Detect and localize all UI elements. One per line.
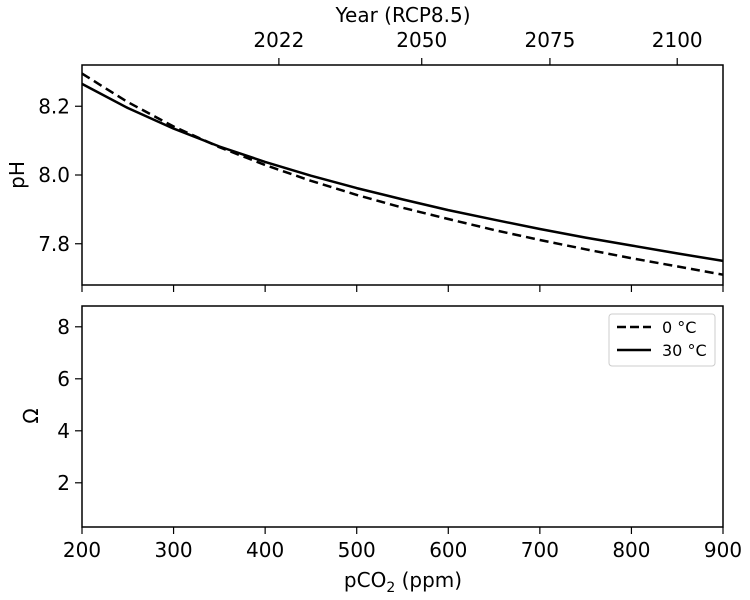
omega-x-axis-ticks: 200 300 400 500 600 700 800 900 [63,527,742,562]
legend: 0 °C 30 °C [608,313,716,367]
legend-label-0c: 0 °C [662,318,696,337]
x-tick-label-200: 200 [63,538,101,562]
top-x-tick-label-2050: 2050 [396,28,447,52]
x-tick-label-400: 400 [246,538,284,562]
omega-y-tick-label-0: 2 [57,471,70,495]
omega-plot-frame [81,305,724,528]
ph-panel: pH 7.8 8.0 8.2 [5,64,724,292]
top-x-tick-label-2100: 2100 [652,28,703,52]
x-tick-label-800: 800 [612,538,650,562]
x-tick-label-600: 600 [429,538,467,562]
ph-y-tick-label-2: 8.2 [38,94,70,118]
x-tick-label-500: 500 [338,538,376,562]
top-x-tick-label-2022: 2022 [253,28,304,52]
omega-y-tick-label-2: 6 [57,367,70,391]
top-x-tick-label-2075: 2075 [524,28,575,52]
omega-y-tick-label-3: 8 [57,315,70,339]
ph-y-axis-title: pH [5,161,29,189]
omega-y-axis-title: Ω [19,408,43,423]
legend-label-30c: 30 °C [662,341,707,360]
ph-series-lines [81,72,724,276]
omega-panel: Ω 2 4 6 8 200 300 400 500 600 700 800 900 0 °C 30 … [19,305,742,562]
ph-plot-frame [81,64,724,286]
ph-y-axis-ticks: 7.8 8.0 8.2 [38,94,82,256]
omega-y-tick-label-1: 4 [57,419,70,443]
ph-series-line-0 [81,72,724,276]
x-axis-title-subscript: 2 [386,580,395,596]
ph-y-tick-label-0: 7.8 [38,232,70,256]
x-axis-title-suffix: (ppm) [395,568,462,592]
x-tick-label-700: 700 [521,538,559,562]
x-axis-title-prefix: pCO [344,568,386,592]
x-tick-label-900: 900 [704,538,742,562]
omega-y-axis-ticks: 2 4 6 8 [57,315,82,495]
top-x-axis-ticks: 2022 2050 2075 2100 [253,28,703,65]
ph-x-axis-ticks [81,285,724,292]
top-x-axis-title: Year (RCP8.5) [334,3,470,27]
x-axis-title: pCO2 (ppm) [344,568,462,596]
x-tick-label-300: 300 [154,538,192,562]
ph-series-line-1 [81,82,724,263]
ph-y-tick-label-1: 8.0 [38,163,70,187]
